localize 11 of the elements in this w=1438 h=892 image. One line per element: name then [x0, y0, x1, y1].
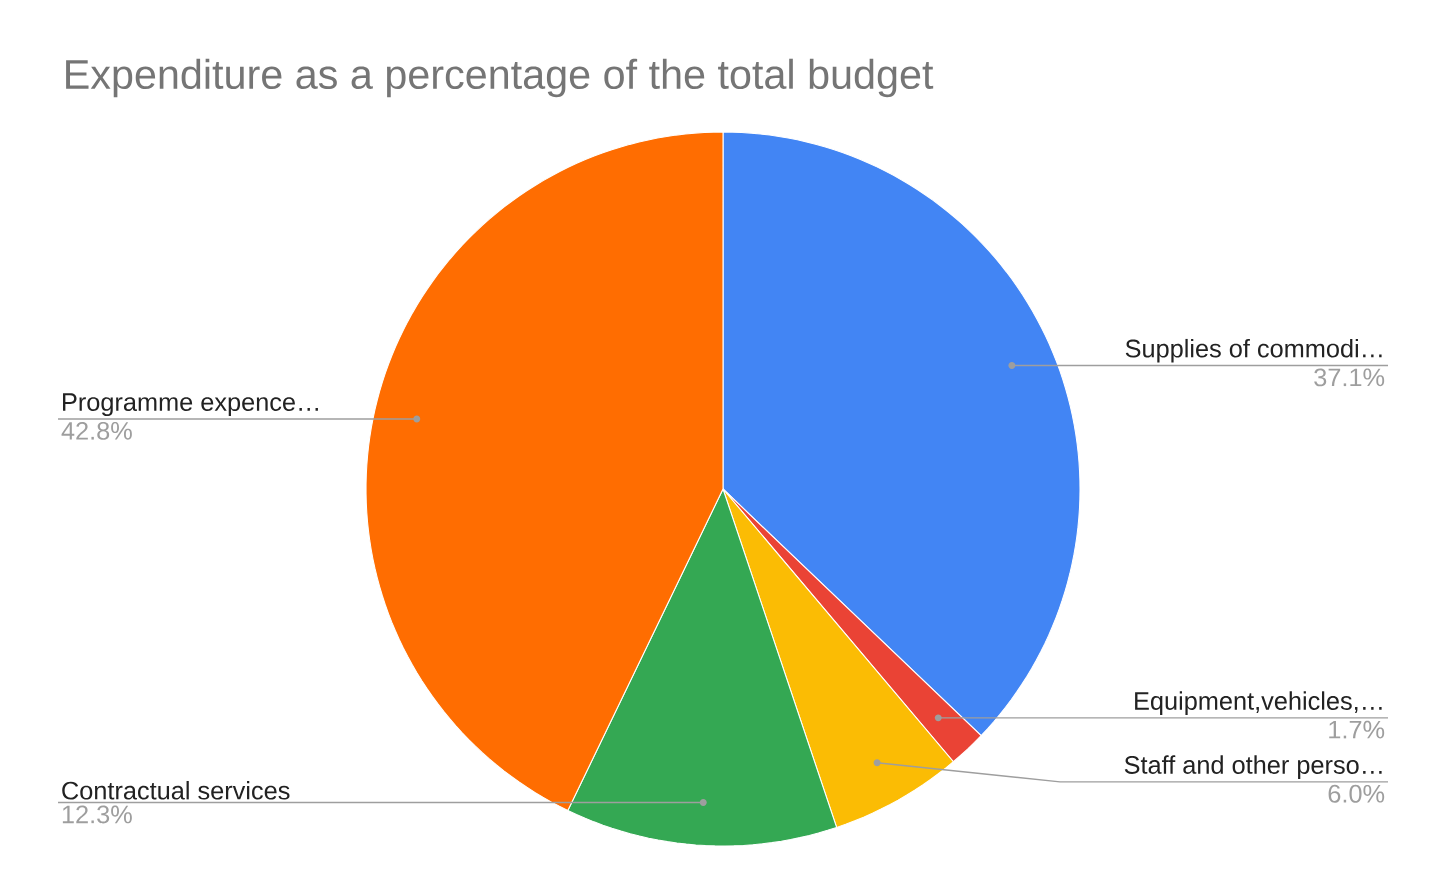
chart-title: Expenditure as a percentage of the total budget	[66, 58, 934, 98]
slice-label: Supplies of commodi…	[1125, 338, 1382, 363]
data-label: 1.7%	[1329, 720, 1385, 739]
slice-label: Contractual services	[62, 780, 290, 800]
data-label: 37.1%	[1314, 368, 1385, 387]
slice-label: Programme expence…	[63, 393, 318, 417]
slice-label: Equipment,vehicles,…	[1135, 691, 1382, 715]
data-label: 42.8%	[61, 421, 132, 440]
data-label: 6.0%	[1328, 784, 1385, 803]
slice-label: Staff and other perso…	[1124, 755, 1382, 779]
data-label: 12.3%	[62, 805, 132, 824]
